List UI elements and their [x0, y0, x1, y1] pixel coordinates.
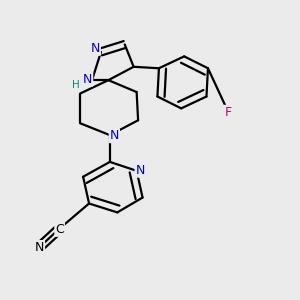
Text: C: C: [55, 223, 64, 236]
Text: H: H: [72, 80, 80, 90]
Text: N: N: [136, 164, 145, 177]
Text: N: N: [83, 73, 92, 86]
Text: N: N: [91, 42, 100, 55]
Text: F: F: [224, 106, 231, 119]
Text: N: N: [110, 129, 119, 142]
Text: N: N: [35, 241, 44, 254]
